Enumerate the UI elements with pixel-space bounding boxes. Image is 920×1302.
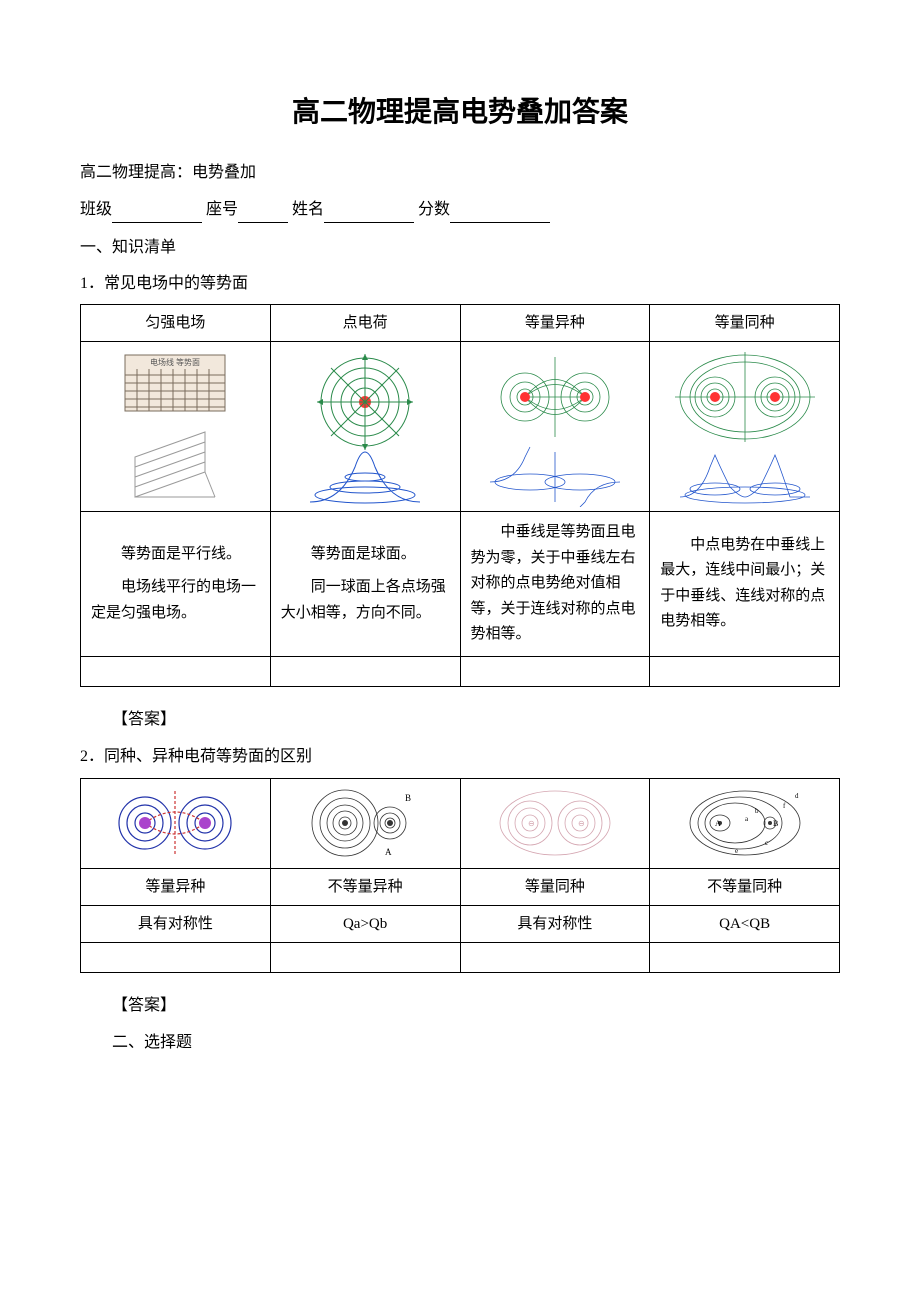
cell: 不等量同种 (650, 868, 840, 905)
cell: 具有对称性 (460, 905, 650, 942)
svg-text:f: f (783, 802, 786, 810)
section-1-heading: 一、知识清单 (80, 235, 840, 261)
table-row: 匀强电场 点电荷 等量异种 等量同种 (81, 305, 840, 342)
svg-text:a: a (745, 815, 749, 823)
desc-text: 电场线平行的电场一定是匀强电场。 (91, 575, 260, 626)
desc-uniform: 等势面是平行线。 电场线平行的电场一定是匀强电场。 (81, 512, 271, 657)
diagram-eq-same: ⊖ ⊖ (460, 778, 650, 868)
cell: 具有对称性 (81, 905, 271, 942)
table-equipotential-types: B A ⊖ ⊖ (80, 778, 840, 973)
svg-text:电场线 等势面: 电场线 等势面 (150, 357, 200, 367)
desc-text: 同一球面上各点场强大小相等，方向不同。 (281, 575, 450, 626)
item-2: 2．同种、异种电荷等势面的区别 (80, 744, 840, 770)
section-2-heading: 二、选择题 (112, 1030, 840, 1056)
col-header: 等量同种 (650, 305, 840, 342)
cell: 等量异种 (81, 868, 271, 905)
opposite-charges-icon (475, 347, 635, 507)
table-row: 电场线 等势面 (81, 342, 840, 512)
answer-label: 【答案】 (112, 707, 840, 733)
table-equipotential-common: 匀强电场 点电荷 等量异种 等量同种 电场线 等势面 (80, 304, 840, 687)
svg-text:B: B (405, 793, 411, 803)
cell: Qa>Qb (270, 905, 460, 942)
diagram-uniform-field: 电场线 等势面 (81, 342, 271, 512)
svg-text:e: e (735, 847, 738, 855)
table-row (81, 942, 840, 972)
svg-text:b: b (755, 807, 759, 815)
desc-same: 中点电势在中垂线上最大，连线中间最小；关于中垂线、连线对称的点电势相等。 (650, 512, 840, 657)
item-1: 1．常见电场中的等势面 (80, 271, 840, 297)
seat-label: 座号 (206, 201, 238, 218)
diagram-opposite-charges (460, 342, 650, 512)
table-row: 等势面是平行线。 电场线平行的电场一定是匀强电场。 等势面是球面。 同一球面上各… (81, 512, 840, 657)
class-blank (112, 222, 202, 223)
eq-opposite-icon (100, 783, 250, 863)
cell: 不等量异种 (270, 868, 460, 905)
svg-text:A: A (715, 819, 721, 828)
uniform-field-icon: 电场线 等势面 (105, 347, 245, 507)
same-charges-icon (665, 347, 825, 507)
table-row: 具有对称性 Qa>Qb 具有对称性 QA<QB (81, 905, 840, 942)
svg-text:B: B (773, 819, 778, 828)
form-line: 班级 座号 姓名 分数 (80, 197, 840, 223)
table-row (81, 656, 840, 686)
eq-same-icon: ⊖ ⊖ (480, 783, 630, 863)
svg-text:⊖: ⊖ (528, 819, 535, 828)
desc-point: 等势面是球面。 同一球面上各点场强大小相等，方向不同。 (270, 512, 460, 657)
desc-opposite: 中垂线是等势面且电势为零，关于中垂线左右对称的点电势绝对值相等，关于连线对称的点… (460, 512, 650, 657)
name-blank (324, 222, 414, 223)
svg-text:A: A (385, 847, 392, 857)
table-row: 等量异种 不等量异种 等量同种 不等量同种 (81, 868, 840, 905)
answer-label-2: 【答案】 (112, 993, 840, 1019)
name-label: 姓名 (292, 201, 324, 218)
col-header: 等量异种 (460, 305, 650, 342)
uneq-opposite-icon: B A (290, 783, 440, 863)
diagram-same-charges (650, 342, 840, 512)
cell: 等量同种 (460, 868, 650, 905)
score-blank (450, 222, 550, 223)
svg-text:d: d (795, 792, 799, 800)
col-header: 匀强电场 (81, 305, 271, 342)
score-label: 分数 (418, 201, 450, 218)
svg-text:c: c (765, 839, 768, 847)
class-label: 班级 (80, 201, 112, 218)
point-charge-icon (290, 347, 440, 507)
diagram-uneq-opposite: B A (270, 778, 460, 868)
subtitle: 高二物理提高：电势叠加 (80, 160, 840, 186)
diagram-uneq-same: A B ab c d e f (650, 778, 840, 868)
uneq-same-icon: A B ab c d e f (665, 783, 825, 863)
page-title: 高二物理提高电势叠加答案 (80, 90, 840, 135)
desc-text: 等势面是球面。 (281, 542, 450, 568)
svg-text:⊖: ⊖ (578, 819, 585, 828)
desc-text: 等势面是平行线。 (91, 542, 260, 568)
cell: QA<QB (650, 905, 840, 942)
diagram-eq-opposite (81, 778, 271, 868)
table-row: B A ⊖ ⊖ (81, 778, 840, 868)
diagram-point-charge (270, 342, 460, 512)
seat-blank (238, 222, 288, 223)
col-header: 点电荷 (270, 305, 460, 342)
